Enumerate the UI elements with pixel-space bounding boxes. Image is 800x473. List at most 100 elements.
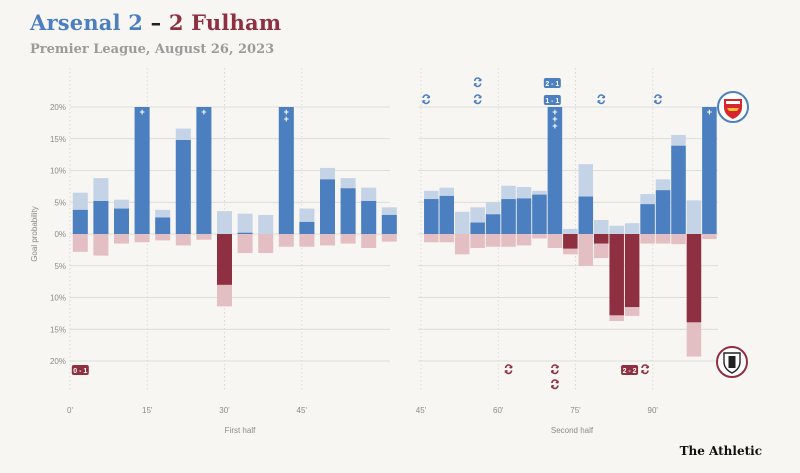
y-axis-title: Goal probability xyxy=(30,206,39,262)
sub-arrow-head xyxy=(422,99,426,103)
bar-away xyxy=(217,234,232,285)
title-away-team: 2 Fulham xyxy=(168,10,282,35)
bar-away-total xyxy=(532,234,547,239)
x-tick-label: 45' xyxy=(416,406,427,415)
substitution-icon xyxy=(641,364,650,375)
bar-home xyxy=(640,204,655,234)
bar-away-total xyxy=(196,234,212,240)
bar-away-total xyxy=(155,234,171,241)
bar-home xyxy=(155,217,171,234)
score-label-bg xyxy=(543,95,561,105)
bar-home xyxy=(501,199,516,234)
bar-away-total xyxy=(640,234,655,244)
y-tick-label: 0% xyxy=(54,230,66,239)
substitution-icon xyxy=(653,94,662,105)
panel-xlabel: First half xyxy=(225,426,256,435)
goal-marker: + xyxy=(284,107,289,117)
x-tick-label: 60' xyxy=(493,406,504,415)
bar-away-total xyxy=(516,234,532,246)
score-label: 0 - 1 xyxy=(73,368,87,375)
substitution-icon xyxy=(550,364,559,375)
bar-home xyxy=(134,107,150,234)
bar-home xyxy=(485,214,501,234)
sub-arrow-head xyxy=(473,82,478,86)
goal-marker: + xyxy=(201,107,206,117)
bar-away-total xyxy=(547,234,563,248)
y-tick-label: 10% xyxy=(50,294,66,303)
sub-arrow-head xyxy=(478,78,482,82)
bar-away xyxy=(624,234,640,308)
x-tick-label: 15' xyxy=(142,406,153,415)
bar-away-total xyxy=(258,234,274,254)
score-label: 2 - 1 xyxy=(545,81,559,88)
bar-away-total xyxy=(381,234,397,242)
bar-away-total xyxy=(454,234,470,255)
bar-away-total xyxy=(93,234,109,256)
sub-arrow-head xyxy=(550,384,555,388)
substitution-icon xyxy=(422,94,431,105)
goal-marker: + xyxy=(552,114,557,124)
sub-arrow-head xyxy=(478,95,482,99)
bar-home xyxy=(320,179,335,234)
y-tick-label: 5% xyxy=(54,198,66,207)
arsenal-badge-icon xyxy=(717,91,749,123)
substitution-icon xyxy=(473,77,482,88)
panel-xlabel: Second half xyxy=(551,426,594,435)
bar-home xyxy=(278,107,294,234)
sub-arrow-head xyxy=(473,99,478,103)
bar-home xyxy=(532,194,547,234)
bar-home xyxy=(175,140,191,234)
score-label: 2 - 2 xyxy=(623,368,637,375)
bar-home xyxy=(114,208,129,234)
bar-home-total xyxy=(563,228,578,234)
bar-away-total xyxy=(299,234,315,247)
bar-away-total xyxy=(320,234,335,246)
bar-home-total xyxy=(686,200,702,234)
fulham-shield-center xyxy=(728,356,736,368)
bar-away-total xyxy=(237,234,253,254)
bar-home xyxy=(578,196,594,234)
sub-arrow-head xyxy=(658,95,662,99)
sub-arrow-head xyxy=(601,95,606,99)
score-label-bg xyxy=(543,78,561,88)
bar-home-total xyxy=(217,211,232,234)
goal-marker: + xyxy=(552,121,557,131)
sub-arrow-head xyxy=(509,365,513,369)
bar-home xyxy=(470,222,485,234)
y-tick-label: 5% xyxy=(54,262,66,271)
sub-arrow-head xyxy=(653,99,658,103)
bar-home xyxy=(655,190,671,234)
bar-away xyxy=(563,234,578,249)
chart-title: Arsenal 2 – 2 Fulham xyxy=(30,10,281,35)
bar-away-total xyxy=(175,234,191,246)
score-label: 1 - 1 xyxy=(545,98,559,105)
bar-away-total xyxy=(702,234,717,240)
bar-home-total xyxy=(258,214,274,234)
bar-away-total xyxy=(424,234,439,243)
bar-away-total xyxy=(578,234,594,266)
sub-arrow-head xyxy=(645,365,650,369)
substitution-icon xyxy=(550,379,559,390)
bar-away-total xyxy=(470,234,485,248)
bar-home xyxy=(424,199,439,234)
x-tick-label: 75' xyxy=(570,406,581,415)
bar-home-total xyxy=(237,213,253,234)
goal-marker: + xyxy=(707,107,712,117)
bar-home xyxy=(237,232,253,234)
score-label-bg xyxy=(621,365,639,375)
bar-home xyxy=(439,195,454,234)
bar-home xyxy=(671,145,686,234)
goal-marker: + xyxy=(284,114,289,124)
sub-arrow-head xyxy=(597,99,601,103)
sub-arrow-head xyxy=(641,369,645,373)
sub-arrow-head xyxy=(426,95,431,99)
x-tick-label: 45' xyxy=(297,406,308,415)
bar-away-total xyxy=(114,234,129,244)
bar-home xyxy=(196,107,212,234)
bar-away xyxy=(686,234,702,323)
bar-home xyxy=(340,188,356,234)
bar-away-total xyxy=(485,234,501,247)
title-dash: – xyxy=(143,10,169,35)
goal-marker: + xyxy=(552,107,557,117)
bar-home-total xyxy=(454,211,470,234)
